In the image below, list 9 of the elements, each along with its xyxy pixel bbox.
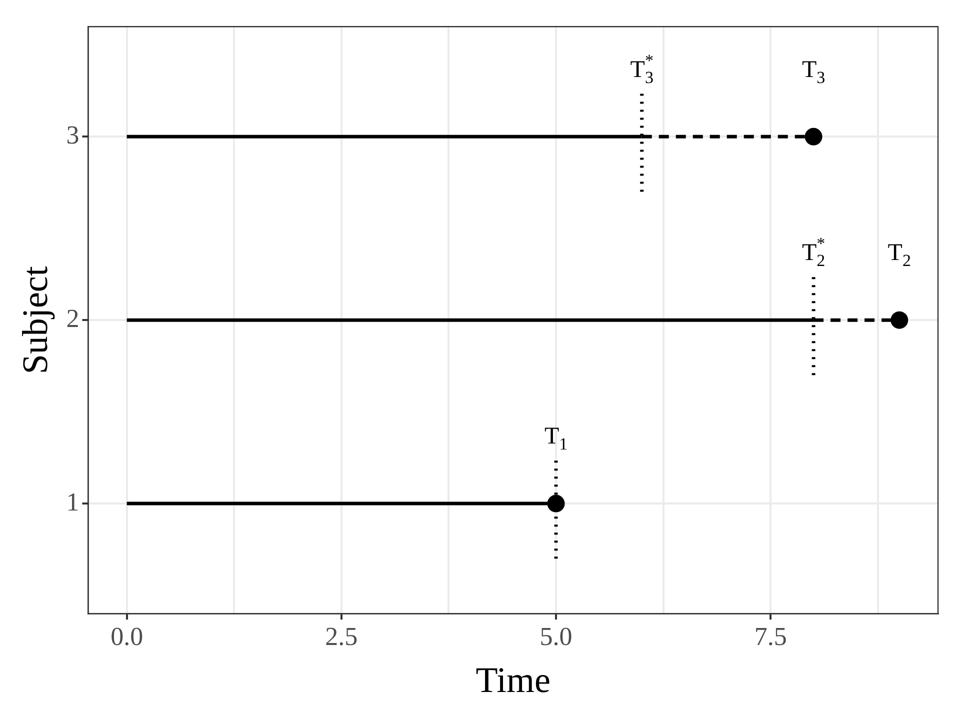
- y-tick-label: 3: [66, 120, 80, 150]
- x-axis-title: Time: [476, 660, 550, 700]
- y-tick-label: 2: [66, 304, 80, 333]
- x-tick-label: 7.5: [754, 622, 787, 652]
- x-tick-label: 2.5: [325, 622, 358, 652]
- x-tick-label: 5.0: [540, 622, 572, 652]
- y-tick-label: 1: [66, 487, 80, 516]
- x-tick-label: 0.0: [110, 622, 144, 652]
- y-axis-title: Subject: [15, 266, 56, 374]
